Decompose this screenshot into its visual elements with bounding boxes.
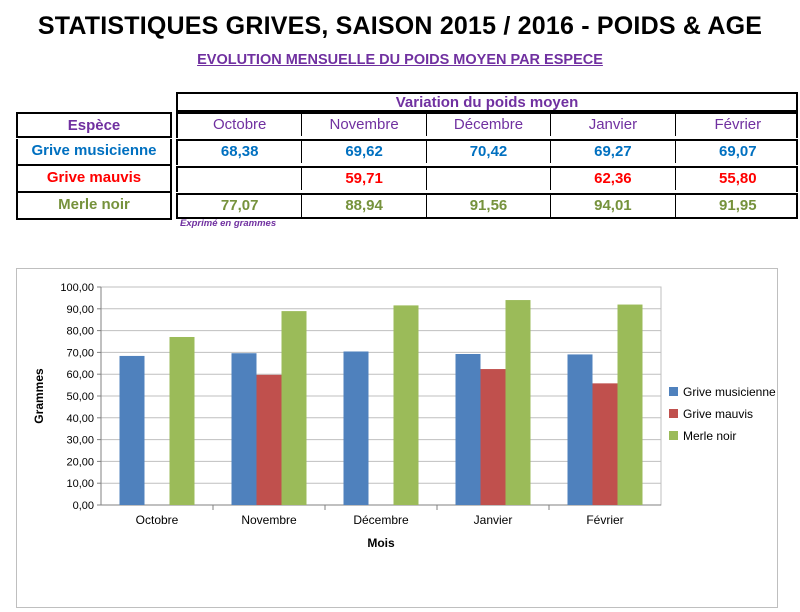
y-tick-label: 10,00 — [66, 478, 94, 490]
legend-swatch — [669, 409, 678, 418]
weight-value: 68,38 — [178, 141, 303, 163]
x-tick-label: Janvier — [474, 513, 513, 527]
table-group-header: Variation du poids moyen — [176, 92, 798, 112]
weight-value: 88,94 — [302, 195, 427, 217]
weight-value: 69,07 — [719, 143, 757, 160]
species-name: Grive mauvis — [16, 166, 172, 193]
bar — [119, 355, 145, 505]
legend-swatch — [669, 431, 678, 440]
x-tick-label: Février — [586, 513, 623, 527]
legend-label: Merle noir — [683, 429, 736, 443]
weight-value: 77,07 — [178, 195, 303, 217]
value-block: 68,38 69,62 70,42 69,27 69,07 — [176, 139, 798, 165]
x-tick-label: Octobre — [136, 513, 179, 527]
bar — [505, 300, 531, 505]
month-header: Février — [714, 116, 762, 133]
bar — [231, 353, 257, 505]
legend-label: Grive musicienne — [683, 385, 776, 399]
month-header: Janvier — [551, 114, 676, 136]
y-tick-label: 20,00 — [66, 456, 94, 468]
page-subtitle: EVOLUTION MENSUELLE DU POIDS MOYEN PAR E… — [197, 52, 603, 68]
month-header: Décembre — [427, 114, 552, 136]
bar — [617, 304, 643, 505]
weight-value: 69,27 — [551, 141, 676, 163]
table-note: Exprimé en grammes — [180, 218, 277, 229]
species-header: Espèce — [16, 112, 172, 138]
y-tick-label: 80,00 — [66, 326, 94, 338]
y-tick-label: 90,00 — [66, 304, 94, 316]
x-axis-title: Mois — [367, 536, 395, 550]
weight-value: 91,56 — [427, 195, 552, 217]
y-tick-label: 0,00 — [73, 500, 94, 512]
bar — [567, 354, 593, 505]
weight-value — [178, 168, 303, 190]
bar — [393, 305, 419, 505]
month-header: Octobre — [178, 114, 303, 136]
y-tick-label: 50,00 — [66, 391, 94, 403]
species-name: Merle noir — [16, 193, 172, 220]
y-axis-title: Grammes — [32, 368, 46, 424]
value-block: 77,07 88,94 91,56 94,01 91,95 — [176, 193, 798, 219]
month-header-block: Octobre Novembre Décembre Janvier Février — [176, 112, 798, 138]
legend-swatch — [669, 387, 678, 396]
weight-value: 55,80 — [719, 170, 757, 187]
weight-value: 70,42 — [427, 141, 552, 163]
bar — [343, 351, 369, 505]
y-tick-label: 60,00 — [66, 369, 94, 381]
y-tick-label: 70,00 — [66, 347, 94, 359]
bar — [592, 383, 618, 505]
weight-value: 62,36 — [551, 168, 676, 190]
bar — [256, 374, 282, 505]
weight-value: 91,95 — [719, 197, 757, 214]
weight-value — [427, 168, 552, 190]
bar-chart: 0,00 10,00 20,00 30,00 40,00 50,00 60,00 70,00 8… — [32, 282, 776, 550]
page-title: STATISTIQUES GRIVES, SAISON 2015 / 2016 … — [37, 12, 763, 40]
species-name: Grive musicienne — [16, 139, 172, 166]
weight-value: 59,71 — [302, 168, 427, 190]
bar — [169, 336, 195, 505]
value-block: 59,71 62,36 55,80 — [176, 166, 798, 192]
bar — [281, 311, 307, 505]
legend-label: Grive mauvis — [683, 407, 753, 421]
weight-value: 69,62 — [302, 141, 427, 163]
bar — [480, 369, 506, 505]
y-tick-label: 30,00 — [66, 435, 94, 447]
month-header: Novembre — [302, 114, 427, 136]
bar — [455, 353, 481, 505]
x-tick-label: Novembre — [241, 513, 297, 527]
weight-value: 94,01 — [551, 195, 676, 217]
chart-container: 0,00 10,00 20,00 30,00 40,00 50,00 60,00 70,00 8… — [16, 268, 778, 608]
y-tick-label: 100,00 — [60, 282, 94, 294]
y-tick-label: 40,00 — [66, 413, 94, 425]
x-tick-label: Décembre — [353, 513, 409, 527]
